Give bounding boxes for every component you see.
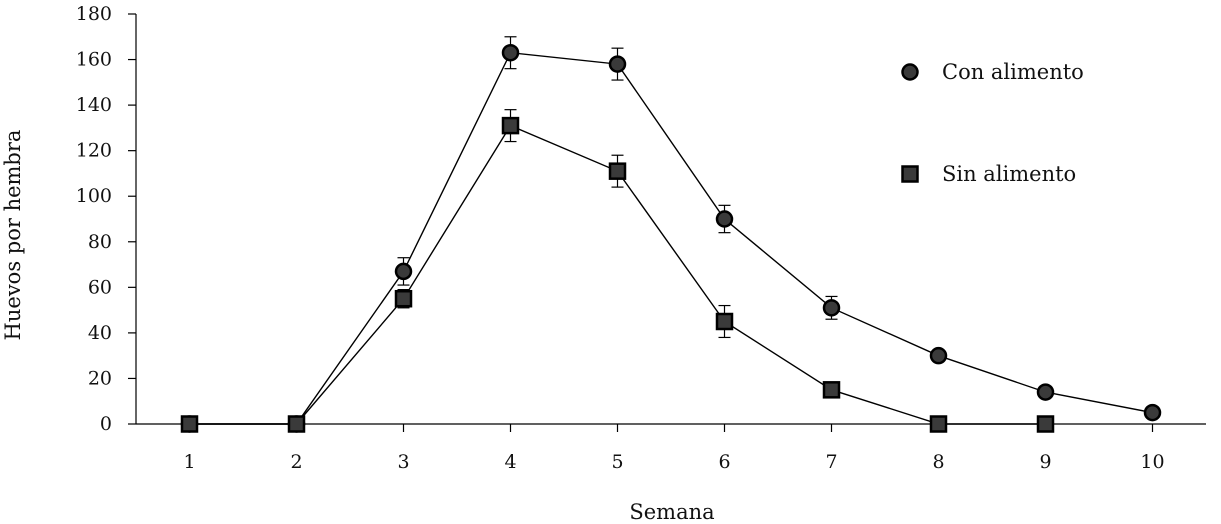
x-axis-title: Semana: [629, 500, 714, 524]
series-line: [189, 51, 1153, 425]
series-group: [180, 36, 1162, 433]
data-point-circle: [715, 210, 734, 228]
x-tick-label: 7: [825, 451, 837, 473]
data-point-square: [287, 415, 306, 433]
x-tick-label: 4: [504, 451, 516, 473]
legend-item: Sin alimento: [901, 162, 1076, 186]
legend-item: Con alimento: [901, 60, 1084, 84]
y-tick-label: 0: [100, 413, 112, 435]
x-tick-label: 5: [611, 451, 623, 473]
data-point-square: [1036, 415, 1055, 433]
data-point-square: [608, 162, 627, 180]
y-tick-label: 140: [76, 94, 112, 116]
data-point-circle: [929, 346, 948, 365]
data-point-square: [822, 381, 841, 399]
data-point-square: [394, 289, 413, 308]
data-point-circle: [501, 43, 520, 62]
x-tick-label: 9: [1039, 451, 1051, 473]
y-tick-label: 60: [88, 276, 112, 298]
legend-label: Con alimento: [942, 60, 1084, 84]
data-point-circle: [1143, 403, 1162, 422]
series-sin-alimento: [180, 109, 1055, 433]
data-point-circle: [608, 55, 627, 73]
x-tick-label: 3: [397, 451, 409, 473]
y-tick-label: 100: [76, 185, 112, 207]
y-tick-label: 80: [88, 231, 112, 253]
y-tick-label: 20: [88, 367, 112, 389]
x-tick-label: 10: [1140, 451, 1164, 473]
data-point-square: [501, 116, 520, 135]
tick-labels: 0 20 40 60 80 100 120 140 160 180 1 2 3 4 5 6 7 8 9 10: [76, 3, 1165, 473]
series-con-alimento: [180, 36, 1162, 433]
y-tick-label: 40: [88, 322, 112, 344]
legend: Con alimento Sin alimento: [901, 60, 1084, 186]
y-tick-label: 180: [76, 3, 112, 25]
x-tick-label: 6: [718, 451, 730, 473]
data-point-circle: [1036, 383, 1055, 401]
data-point-square: [929, 415, 948, 433]
x-tick-label: 8: [932, 451, 944, 473]
legend-label: Sin alimento: [942, 162, 1076, 186]
y-tick-label: 160: [76, 49, 112, 71]
legend-marker-circle: [901, 63, 919, 81]
data-point-square: [180, 415, 199, 433]
data-point-circle: [822, 299, 841, 317]
y-tick-label: 120: [76, 140, 112, 162]
legend-marker-square: [901, 165, 919, 183]
y-axis-title: Huevos por hembra: [1, 130, 25, 341]
x-tick-label: 1: [183, 451, 195, 473]
data-point-square: [715, 312, 734, 331]
data-point-circle: [394, 262, 413, 281]
x-tick-label: 2: [290, 451, 302, 473]
